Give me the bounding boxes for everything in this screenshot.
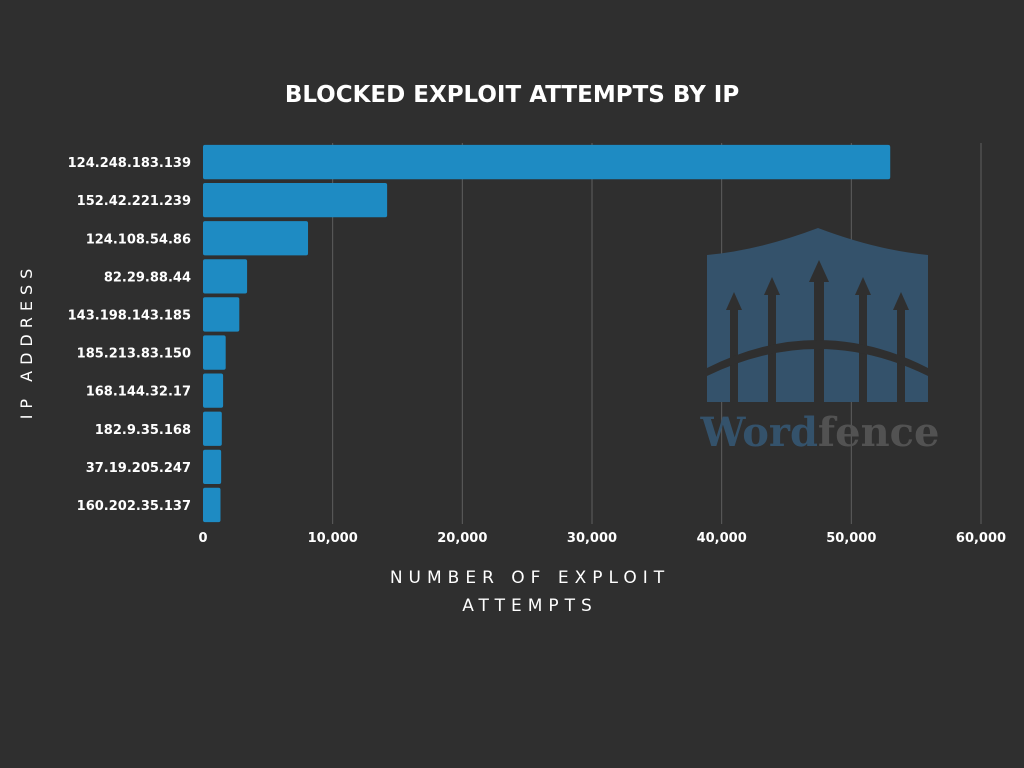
x-axis-label-line2: ATTEMPTS — [462, 596, 598, 616]
bar — [203, 297, 240, 332]
x-tick-label: 20,000 — [437, 531, 487, 546]
watermark-wordmark: Wordfence — [700, 409, 940, 456]
x-tick-label: 0 — [198, 531, 207, 546]
x-tick-label: 30,000 — [567, 531, 617, 546]
bar — [203, 259, 248, 294]
category-label: 160.202.35.137 — [77, 499, 191, 514]
bar — [203, 183, 388, 218]
bar — [203, 144, 891, 180]
x-tick-label: 10,000 — [308, 531, 358, 546]
bar — [203, 373, 224, 408]
y-axis-label: IP ADDRESS — [17, 263, 36, 420]
wordfence-gate-logo — [707, 228, 928, 403]
category-label: 185.213.83.150 — [77, 347, 191, 362]
x-axis-label-line1: NUMBER OF EXPLOIT — [390, 568, 670, 588]
bar — [203, 449, 222, 484]
category-label: 82.29.88.44 — [104, 270, 191, 285]
bar — [203, 221, 309, 256]
chart-title: BLOCKED EXPLOIT ATTEMPTS BY IP — [285, 82, 739, 108]
category-label: 152.42.221.239 — [77, 194, 191, 209]
bar — [203, 411, 222, 446]
category-labels: 124.248.183.139 152.42.221.239 124.108.54.… — [68, 156, 191, 514]
x-tick-label: 50,000 — [826, 531, 876, 546]
category-label: 143.198.143.185 — [68, 308, 191, 323]
watermark-word-part1: Word — [700, 409, 818, 456]
category-label: 168.144.32.17 — [86, 385, 191, 400]
x-tick-label: 40,000 — [697, 531, 747, 546]
category-label: 182.9.35.168 — [95, 423, 191, 438]
bar — [203, 487, 221, 523]
x-tick-labels: 0 10,000 20,000 30,000 40,000 50,000 60,000 — [198, 531, 1006, 546]
category-label: 124.248.183.139 — [68, 156, 191, 171]
wordfence-watermark: Wordfence — [700, 228, 940, 456]
x-tick-label: 60,000 — [956, 531, 1006, 546]
bars-layer — [203, 144, 891, 523]
watermark-word-part2: fence — [818, 409, 940, 456]
bar — [203, 335, 226, 370]
category-label: 37.19.205.247 — [86, 461, 191, 476]
category-label: 124.108.54.86 — [86, 232, 191, 247]
